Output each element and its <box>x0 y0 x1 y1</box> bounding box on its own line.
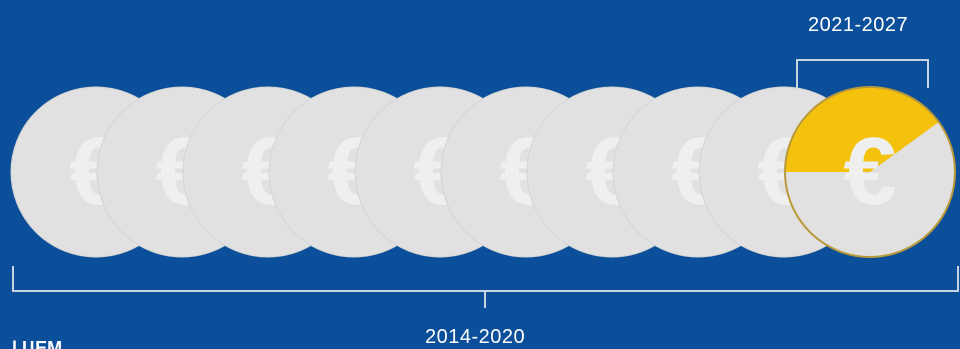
period-label-2021-2027: 2021-2027 <box>808 14 909 36</box>
bracket-2014-2020 <box>12 266 959 308</box>
period-label-2014-2020: 2014-2020 <box>425 326 526 348</box>
bracket-2021-2027 <box>796 59 929 88</box>
highlight-wedge <box>785 87 939 172</box>
coin-highlighted: € <box>784 86 956 258</box>
cut-off-heading: ... l ЦЕМ <box>0 338 63 349</box>
euro-symbol-icon: € <box>843 118 896 225</box>
